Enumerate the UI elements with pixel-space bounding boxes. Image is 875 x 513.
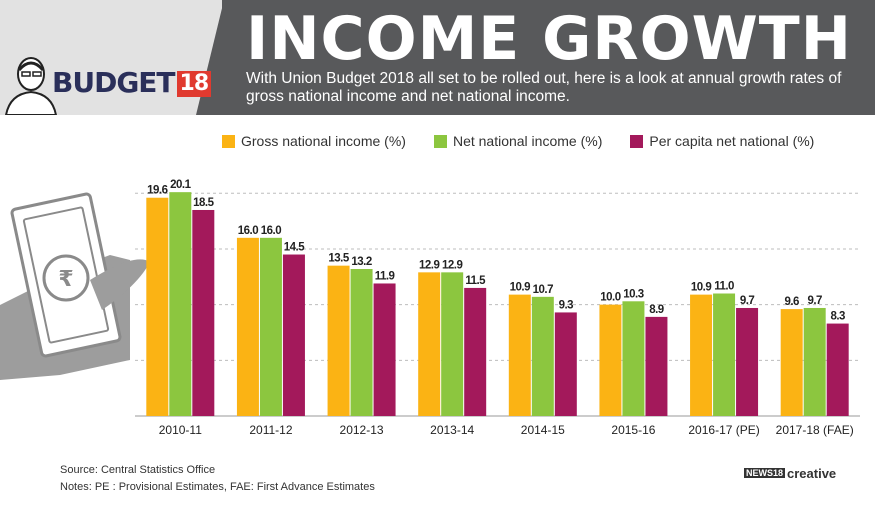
data-label: 20.1: [170, 179, 191, 191]
chart-footnotes: Source: Central Statistics Office Notes:…: [60, 462, 375, 496]
legend-item-per-capita: Per capita net national (%): [630, 133, 814, 149]
bar-2010-11-series-2: [192, 209, 215, 416]
chart-legend: Gross national income (%) Net national i…: [222, 133, 814, 149]
data-label: 19.6: [147, 185, 167, 197]
bar-2015-16-series-1: [622, 301, 645, 416]
data-label: 8.9: [649, 304, 664, 316]
bar-2010-11-series-1: [169, 192, 192, 416]
data-label: 12.9: [442, 259, 462, 271]
legend-label-net: Net national income (%): [452, 133, 603, 149]
x-tick-label: 2013-14: [430, 423, 474, 437]
data-label: 16.0: [261, 225, 281, 237]
chart-x-tick-labels: 2010-11 2011-12 2012-13 2013-14 2014-15 2015-…: [159, 423, 854, 437]
x-tick-label: 2015-16: [611, 423, 655, 437]
legend-label-per-capita: Per capita net national (%): [649, 133, 815, 149]
abbreviation-note: Notes: PE : Provisional Estimates, FAE: …: [60, 481, 375, 493]
data-label: 9.6: [784, 296, 799, 308]
header-dark-panel: [222, 0, 875, 115]
bar-2017-18-fae--series-1: [803, 307, 826, 416]
legend-item-gross: Gross national income (%): [222, 133, 406, 149]
money-hand-icon: ₹: [0, 192, 150, 380]
data-label: 10.9: [510, 282, 530, 294]
data-label: 13.2: [351, 256, 371, 268]
minister-portrait-icon: [4, 57, 58, 115]
chart-bars: [146, 192, 849, 416]
data-label: 9.7: [807, 295, 822, 307]
bar-2013-14-series-1: [441, 272, 464, 416]
x-tick-label: 2016-17 (PE): [688, 423, 759, 437]
data-label: 10.7: [533, 284, 553, 296]
budget-logo: BUDGET 18: [52, 66, 212, 99]
data-label: 9.3: [559, 299, 574, 311]
data-label: 10.3: [623, 288, 643, 300]
data-label: 14.5: [284, 242, 305, 254]
bar-2014-15-series-0: [508, 294, 531, 416]
bar-2013-14-series-0: [418, 272, 441, 416]
x-tick-label: 2011-12: [249, 423, 292, 437]
x-tick-label: 2017-18 (FAE): [776, 423, 854, 437]
bar-2012-13-series-2: [373, 283, 396, 416]
data-label: 8.3: [830, 311, 845, 323]
bar-2017-18-fae--series-0: [780, 309, 803, 416]
publisher-credit: NEWS18 creative: [744, 466, 836, 481]
source-note: Source: Central Statistics Office: [60, 464, 216, 476]
data-label: 11.0: [714, 281, 734, 293]
bar-2012-13-series-1: [350, 269, 373, 416]
bar-2017-18-fae--series-2: [826, 323, 849, 416]
data-label: 9.7: [740, 295, 755, 307]
publisher-credit-text: creative: [787, 466, 837, 481]
bar-2015-16-series-2: [645, 316, 668, 416]
legend-swatch-net: [433, 134, 447, 148]
data-label: 10.0: [600, 292, 620, 304]
legend-swatch-per-capita: [630, 134, 644, 148]
bar-2011-12-series-2: [282, 254, 305, 416]
legend-label-gross: Gross national income (%): [241, 133, 406, 149]
data-label: 11.5: [465, 275, 486, 287]
legend-swatch-gross: [222, 134, 235, 148]
data-label: 11.9: [375, 270, 395, 282]
bar-2016-17-pe--series-1: [713, 293, 736, 416]
budget-logo-year: 18: [176, 71, 212, 97]
bar-2010-11-series-0: [146, 197, 169, 416]
data-label: 18.5: [193, 197, 214, 209]
bar-2014-15-series-1: [531, 296, 554, 416]
bar-2016-17-pe--series-2: [736, 307, 759, 416]
svg-text:₹: ₹: [58, 267, 73, 292]
legend-item-net: Net national income (%): [433, 133, 603, 149]
x-tick-label: 2014-15: [521, 423, 565, 437]
bar-2011-12-series-0: [236, 237, 259, 416]
budget-logo-word: BUDGET: [52, 66, 176, 99]
publisher-logo: NEWS18: [744, 468, 786, 478]
page-title: INCOME GROWTH: [246, 4, 852, 74]
bar-2012-13-series-0: [327, 265, 350, 416]
chart-data-labels: 19.6 20.118.516.0 16.014.513.5 13.211.912.9…: [147, 179, 845, 322]
x-tick-label: 2010-11: [159, 423, 202, 437]
bar-2013-14-series-2: [464, 287, 487, 416]
x-tick-label: 2012-13: [340, 423, 384, 437]
page-subtitle: With Union Budget 2018 all set to be rol…: [246, 70, 842, 105]
data-label: 16.0: [238, 225, 258, 237]
data-label: 10.9: [691, 282, 711, 294]
bar-2016-17-pe--series-0: [690, 294, 713, 416]
data-label: 12.9: [419, 259, 439, 271]
income-growth-bar-chart: ₹ 19.6 20.118.516.0 16.014.513.5 13.211.912…: [0, 179, 860, 437]
bar-2011-12-series-1: [259, 237, 282, 416]
data-label: 13.5: [328, 253, 349, 265]
bar-2014-15-series-2: [554, 312, 577, 416]
bar-2015-16-series-0: [599, 304, 622, 416]
